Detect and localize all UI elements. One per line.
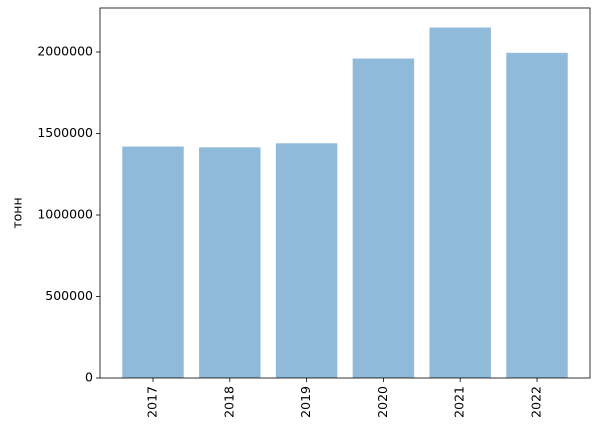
x-tick-label: 2017 bbox=[144, 386, 159, 418]
y-axis-label: тонн bbox=[10, 197, 25, 228]
plot-frame bbox=[99, 7, 591, 379]
bar bbox=[275, 143, 338, 378]
x-tick-label: 2018 bbox=[221, 386, 236, 418]
x-tick-label: 2019 bbox=[298, 386, 313, 418]
bar bbox=[122, 146, 184, 378]
x-tick-label: 2020 bbox=[375, 386, 390, 418]
y-tick-label: 0 bbox=[85, 370, 93, 385]
y-tick-label: 500000 bbox=[45, 288, 93, 303]
x-tick-label: 2022 bbox=[529, 386, 544, 418]
bar bbox=[429, 27, 491, 378]
bar bbox=[506, 52, 568, 378]
y-tick-label: 1500000 bbox=[37, 125, 93, 140]
bar bbox=[352, 58, 415, 379]
x-tick-label: 2021 bbox=[452, 386, 467, 418]
y-tick-label: 1000000 bbox=[37, 207, 93, 222]
y-tick-label: 2000000 bbox=[37, 44, 93, 59]
bar bbox=[199, 147, 261, 378]
